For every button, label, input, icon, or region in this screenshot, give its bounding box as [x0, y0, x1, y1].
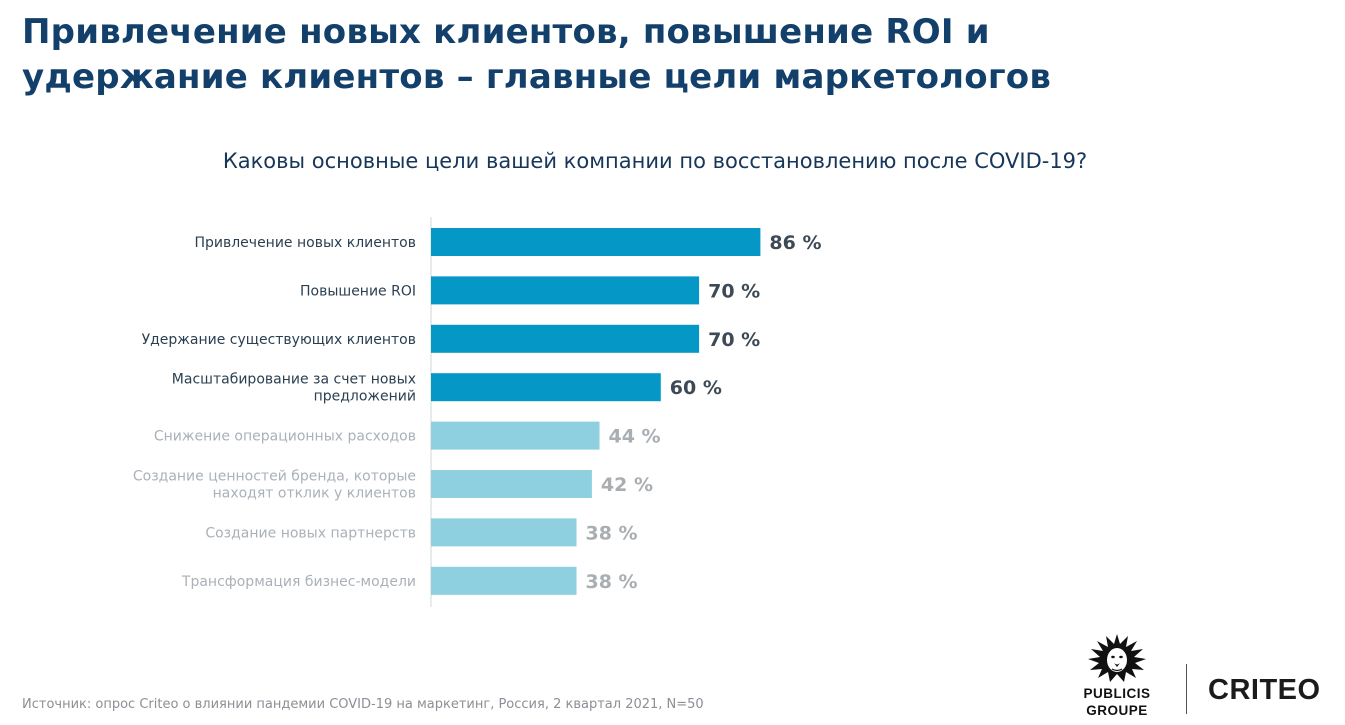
title-line-2: удержание клиентов – главные цели маркет… [22, 57, 1052, 97]
criteo-logo: CRITEO [1208, 674, 1321, 706]
category-label-3: Масштабирование за счет новых предложений [172, 372, 416, 405]
bar-value-label-0: 86 % [769, 232, 821, 254]
bar-value-label-4: 44 % [609, 426, 661, 448]
publicis-groupe-logo: PUBLICIS GROUPE [1062, 630, 1172, 720]
category-label-2: Удержание существующих клиентов [142, 332, 416, 348]
bar-2 [431, 324, 700, 353]
page-title: Привлечение новых клиентов, повышение RO… [22, 10, 1122, 100]
bar-value-label-3: 60 % [670, 377, 722, 399]
bar-1 [431, 276, 700, 305]
bar-value-label-7: 38 % [586, 571, 638, 593]
category-label-7: Трансформация бизнес-модели [181, 574, 416, 590]
lion-head-icon [1088, 634, 1146, 682]
bar-0 [431, 228, 761, 256]
category-label-0: Привлечение новых клиентов [194, 235, 416, 251]
bar-7 [431, 566, 577, 595]
category-label-6: Создание новых партнерств [205, 525, 416, 541]
chart-question: Каковы основные цели вашей компании по в… [222, 149, 1088, 173]
category-label-5: Создание ценностей бренда, которые находя… [133, 469, 416, 502]
category-label-1: Повышение ROI [300, 283, 416, 299]
bar-value-label-1: 70 % [708, 280, 760, 302]
groupe-wordmark: GROUPE [1086, 703, 1148, 718]
source-note: Источник: опрос Criteo о влиянии пандеми… [22, 697, 704, 712]
publicis-wordmark: PUBLICIS [1083, 686, 1151, 701]
bar-value-label-6: 38 % [586, 522, 638, 544]
title-line-1: Привлечение новых клиентов, повышение RO… [22, 12, 990, 52]
bar-value-label-5: 42 % [601, 474, 653, 496]
bar-6 [431, 518, 577, 547]
category-label-4: Снижение операционных расходов [154, 429, 416, 445]
logo-divider [1186, 664, 1187, 714]
bar-4 [431, 421, 600, 450]
bar-5 [431, 470, 592, 498]
bar-value-label-2: 70 % [708, 329, 760, 351]
bar-3 [431, 373, 661, 402]
